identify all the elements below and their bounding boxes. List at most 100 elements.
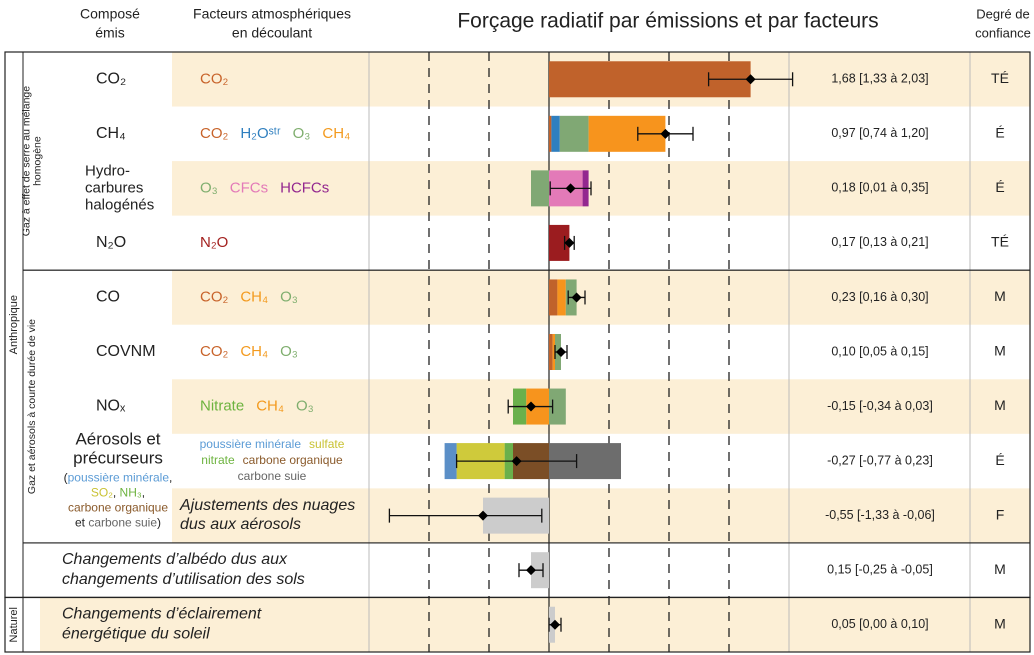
group-box [22,596,1031,653]
label-part: carbone suie [238,469,307,483]
label: Changements d’albédo dus aux [62,551,288,568]
label-part: CO₂ [96,70,126,87]
total-marker [556,347,566,357]
bar-segment [549,388,566,425]
bar-segment [549,224,570,261]
label-part: O₃ [200,179,218,196]
label-part: précurseurs [73,449,163,468]
label: nitrate carbone organique [201,453,343,467]
column-header: Degré de [976,6,1029,21]
group-label: homogène [31,136,43,186]
label: NOₓ [96,398,126,415]
total-marker [745,74,756,85]
label-part: N₂O [200,234,228,251]
label-part: changements d’utilisation des sols [62,571,305,588]
value-label: 1,68 [1,33 à 2,03] [831,72,928,86]
label: Nitrate CH₄ O₃ [200,398,314,415]
label-part: , [113,486,120,500]
row-background [172,270,1030,325]
label: N₂O [96,234,126,251]
total-marker [564,237,575,248]
label-part: , [169,471,172,485]
confidence: M [994,343,1006,359]
label-part: SO₂ [91,486,113,500]
label: poussière minérale sulfate [200,437,345,451]
label-part: Ajustements des nuages [179,497,355,514]
total-marker [571,292,582,303]
label: CO₂ [200,70,229,87]
label: CO₂ CH₄ O₃ [200,288,298,305]
total-marker [565,183,576,194]
label-part: NOₓ [96,398,126,415]
label: CO₂ [96,70,126,87]
label: Changements d’éclairement [62,606,262,623]
label-part: et [75,516,88,530]
label-part: O₃ [280,288,298,305]
label: (poussière minérale, [64,471,173,485]
value-label: 0,15 [-0,25 à -0,05] [827,562,933,576]
group-label: Gaz et aérosols à courte durée de vie [26,319,38,494]
label-part: carbone suie [88,516,157,530]
confidence: É [995,125,1004,141]
total-marker [526,401,536,412]
column-header: confiance [975,25,1031,40]
label-part: ( [64,471,68,485]
section-label: Anthropique [8,295,20,354]
row-background [40,597,1030,652]
label: carbures [85,179,143,196]
label: CH₄ [96,125,126,142]
label-part: COVNM [96,343,156,360]
label: changements d’utilisation des sols [62,571,305,588]
label: COVNM [96,343,156,360]
label-part: NH₃ [120,486,142,500]
value-label: -0,15 [-0,34 à 0,03] [827,399,933,413]
group-label: Gaz à effet de serre au mélange [20,86,32,237]
label: O₃ CFCs HCFCs [200,179,329,196]
column-header: émis [95,25,125,41]
label-part: H₂Oˢᵗʳ [240,125,281,142]
label-part: O₃ [280,343,298,360]
label-part: Hydro- [85,162,130,179]
label: N₂O [200,234,228,251]
value-label: 0,18 [0,01 à 0,35] [831,181,928,195]
label-part: CH₄ [322,125,350,142]
bar-segment [531,170,549,207]
label-part: Aérosols et [75,430,160,449]
value-label: 0,17 [0,13 à 0,21] [831,235,928,249]
confidence: F [996,506,1005,522]
total-marker [511,456,522,467]
row-background [172,488,1030,543]
section-label: Naturel [8,607,20,642]
label-part: N₂O [96,234,126,251]
label-part: CH₄ [256,398,284,415]
label-part: dus aux aérosols [180,516,301,533]
total-marker [660,128,671,139]
label: CO₂ CH₄ O₃ [200,343,298,360]
total-marker [526,565,536,576]
label-part: poussière minérale [200,437,302,451]
column-header: Facteurs atmosphériques [193,6,351,22]
label: carbone suie [238,469,307,483]
value-label: -0,55 [-1,33 à -0,06] [825,508,935,522]
confidence: TÉ [991,70,1009,86]
bar-segment [444,443,457,480]
label-part: CH₄ [96,125,126,142]
value-label: -0,27 [-0,77 à 0,23] [827,453,933,467]
confidence: M [994,615,1006,631]
column-header: en découlant [232,25,312,41]
label-part: O₃ [293,125,311,142]
column-header: Composé [80,6,140,22]
label: et carbone suie) [75,516,161,530]
bar-segment [549,115,552,152]
bar-segment [552,334,555,370]
label: Ajustements des nuages [179,497,355,514]
value-label: 0,23 [0,16 à 0,30] [831,290,928,304]
label-part: Changements d’albédo dus aux [62,551,288,568]
label-part: CO₂ [200,125,229,142]
label: SO₂, NH₃, [91,486,145,500]
row-background [172,379,1030,434]
label-part: ) [157,516,161,530]
label-part: HCFCs [280,179,329,196]
bar-segment [559,115,589,152]
